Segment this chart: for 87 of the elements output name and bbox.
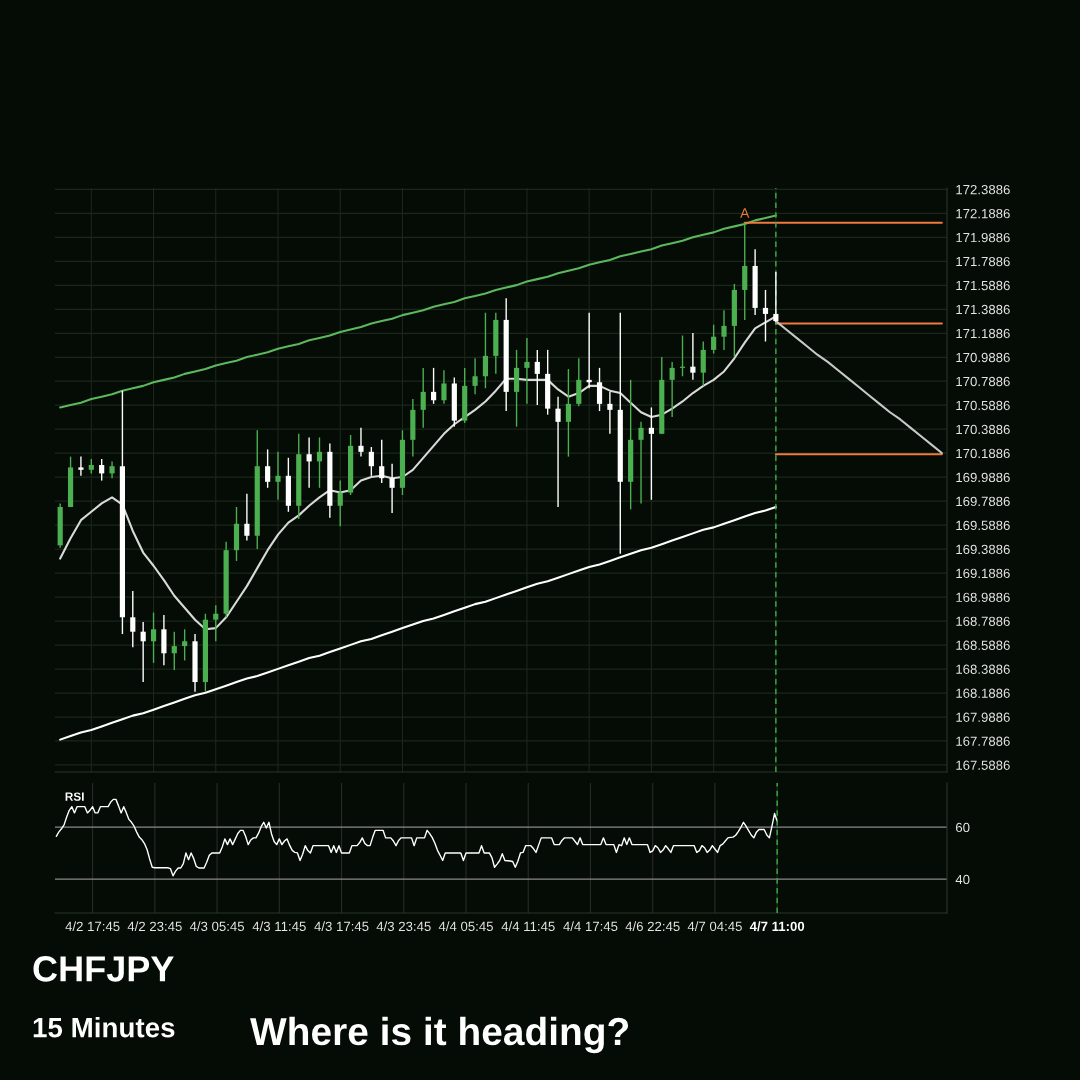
x-tick-label: 4/3 17:45 — [314, 921, 369, 932]
candlestick — [368, 446, 374, 477]
candlestick — [99, 458, 105, 482]
candlestick — [773, 271, 779, 324]
candlestick — [565, 368, 572, 458]
y-tick-label: 60 — [956, 822, 970, 833]
x-tick-label: 4/2 17:45 — [65, 921, 120, 932]
y-tick-label: 169.7886 — [956, 496, 1010, 507]
candlestick — [171, 631, 177, 671]
y-tick-label: 167.5886 — [956, 760, 1010, 770]
candlestick — [482, 312, 489, 389]
candlestick — [638, 421, 644, 505]
candlestick — [555, 395, 561, 508]
y-tick-label: 167.7886 — [956, 736, 1010, 746]
y-tick-label: 169.9886 — [956, 472, 1010, 483]
candlestick — [150, 611, 157, 664]
y-tick-label: 171.7886 — [956, 256, 1010, 267]
candlestick — [524, 337, 530, 405]
candlestick — [596, 367, 603, 412]
y-tick-label: 170.7886 — [956, 376, 1010, 387]
y-tick-label: 171.3886 — [956, 304, 1010, 315]
candlestick — [78, 455, 84, 477]
y-tick-label: 170.5886 — [956, 400, 1010, 411]
x-tick-label: 4/7 11:00 — [749, 921, 805, 932]
y-tick-label: 171.9886 — [956, 232, 1010, 243]
candlestick — [244, 493, 250, 542]
x-tick-label: 4/4 05:45 — [438, 921, 493, 932]
text: 15 Minutes — [33, 1017, 175, 1038]
x-tick-label: 4/3 23:45 — [376, 921, 431, 932]
candlestick — [534, 349, 540, 406]
candlestick — [762, 289, 769, 343]
x-tick-label: 4/3 11:45 — [252, 921, 306, 932]
candlestick — [265, 448, 271, 489]
y-tick-label: 172.3886 — [956, 184, 1010, 195]
candlestick — [441, 369, 447, 405]
x-tick-label: 4/2 23:45 — [127, 921, 182, 932]
y-tick-label: 170.3886 — [956, 424, 1010, 435]
candlestick — [576, 357, 582, 407]
candlestick — [669, 361, 675, 418]
y-tick-label: 171.1886 — [956, 328, 1010, 339]
y-tick-label: 168.3886 — [956, 664, 1010, 674]
y-tick-label: 168.1886 — [956, 688, 1010, 698]
x-tick-label: 4/3 05:45 — [189, 921, 245, 932]
candlestick — [275, 451, 281, 501]
candlestick — [306, 436, 312, 489]
y-tick-label: 168.5886 — [956, 640, 1010, 650]
candlestick — [711, 324, 717, 355]
y-tick-label: 171.5886 — [956, 280, 1010, 291]
y-tick-label: 169.5886 — [956, 520, 1010, 531]
text: Where is it heading? — [250, 1016, 629, 1054]
x-tick-label: 4/6 22:45 — [625, 921, 680, 932]
candlestick — [389, 463, 395, 514]
y-tick-label: 167.9886 — [956, 712, 1010, 722]
y-tick-label: 168.9886 — [956, 592, 1010, 602]
y-tick-label: 168.7886 — [956, 616, 1010, 626]
candlestick — [130, 590, 136, 648]
candlestick — [513, 349, 520, 428]
candlestick — [420, 367, 426, 429]
candlestick — [337, 479, 343, 527]
candlestick — [379, 439, 385, 484]
annotation: A — [740, 208, 750, 218]
x-tick-label: 4/4 11:45 — [501, 921, 555, 932]
text: CHFJPY — [33, 956, 174, 982]
x-tick-label: 4/7 04:45 — [687, 921, 742, 932]
candlestick — [721, 309, 727, 351]
y-tick-label: 170.9886 — [956, 352, 1010, 363]
y-tick-label: 170.1886 — [956, 448, 1010, 459]
candlestick — [182, 628, 188, 662]
candlestick — [161, 614, 167, 666]
y-tick-label: 169.1886 — [956, 568, 1010, 579]
candlestick — [648, 406, 654, 501]
candlestick — [213, 604, 219, 642]
candlestick — [358, 427, 364, 458]
x-tick-label: 4/4 17:45 — [563, 921, 618, 932]
candlestick — [430, 367, 437, 405]
line-series — [59, 505, 777, 741]
candlestick — [472, 357, 478, 395]
y-tick-label: 40 — [955, 874, 970, 885]
candlestick — [140, 621, 146, 683]
y-tick-label: 169.3886 — [956, 544, 1010, 555]
text: RSI — [65, 792, 84, 801]
candlestick — [700, 340, 706, 387]
candlestick — [690, 332, 696, 381]
candlestick — [607, 391, 613, 435]
candlestick — [742, 222, 748, 321]
y-tick-label: 172.1886 — [956, 208, 1010, 219]
candlestick — [316, 436, 323, 489]
